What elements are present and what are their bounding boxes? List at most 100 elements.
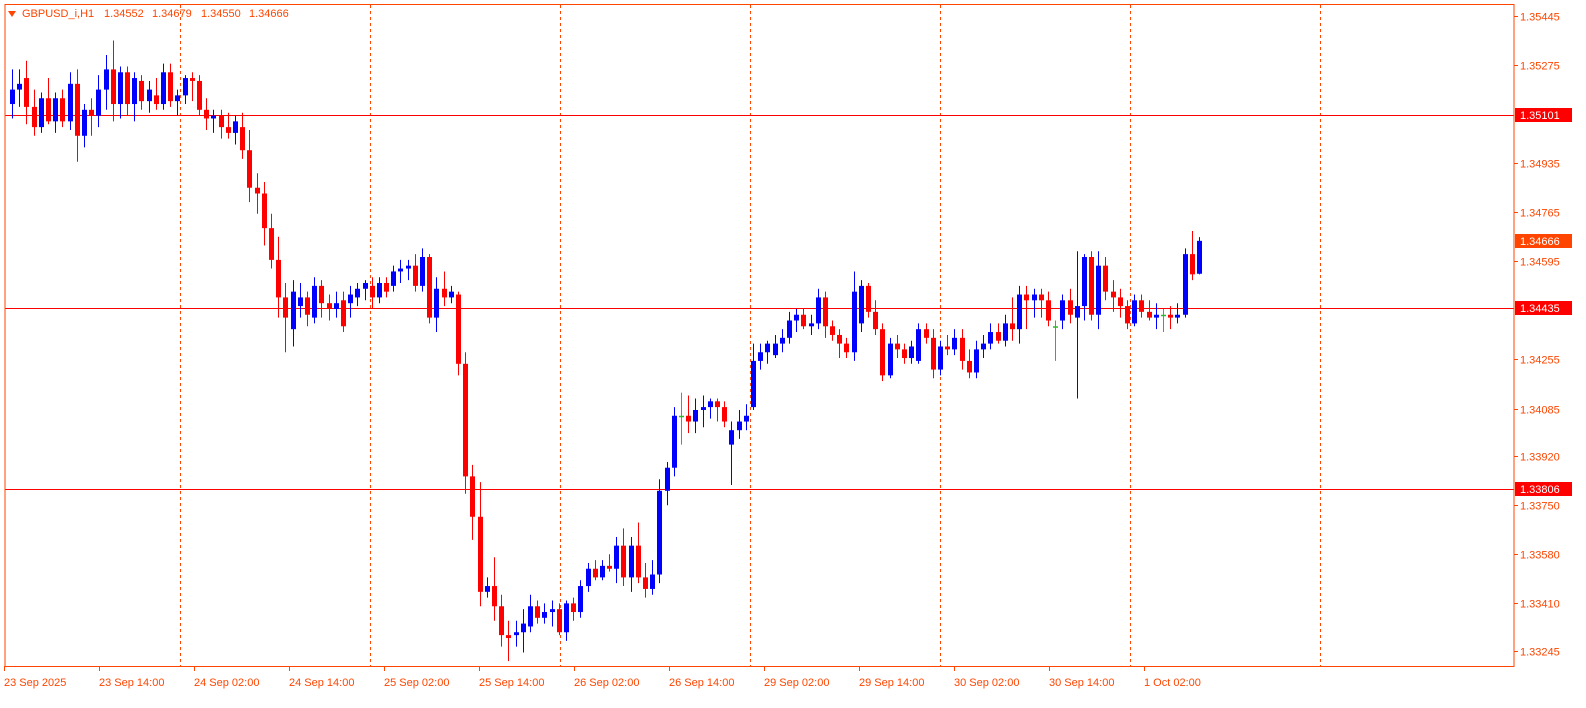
candle-body — [542, 612, 547, 618]
candle-body — [571, 603, 576, 613]
candle — [823, 291, 828, 338]
candle-body — [1053, 326, 1058, 328]
candle — [183, 75, 188, 105]
candle — [427, 254, 432, 324]
candle — [398, 259, 403, 283]
candle-body — [82, 109, 87, 136]
candle-body — [686, 415, 691, 422]
candle-body — [247, 150, 252, 188]
candle-body — [765, 343, 770, 353]
candle-body — [377, 282, 382, 298]
candle-body — [708, 401, 713, 408]
candle-body — [952, 337, 957, 350]
y-tick-label: 1.34935 — [1520, 159, 1560, 171]
candle-body — [521, 623, 526, 633]
candle-body — [1132, 300, 1137, 324]
candle-body — [801, 314, 806, 327]
candle-body — [104, 69, 109, 90]
candle — [974, 340, 979, 379]
candle — [981, 334, 986, 359]
x-tick-label: 23 Sep 14:00 — [99, 677, 164, 689]
candle — [434, 277, 439, 333]
candle — [1139, 294, 1144, 318]
candle — [32, 89, 37, 136]
candle — [542, 603, 547, 624]
candle — [686, 395, 691, 434]
candle — [614, 536, 619, 584]
candle-body — [737, 421, 742, 431]
candle — [1010, 297, 1015, 341]
x-tick-label: 26 Sep 02:00 — [574, 677, 639, 689]
candle — [298, 282, 303, 318]
candle-body — [226, 127, 231, 133]
candle-body — [60, 98, 65, 122]
candle-body — [68, 83, 73, 122]
candle — [442, 271, 447, 307]
candle — [729, 421, 734, 486]
candle — [952, 329, 957, 356]
candle-body — [355, 288, 360, 298]
candle-body — [636, 545, 641, 578]
candle — [809, 314, 814, 335]
price-labels: 1.35101 1.34435 1.33806 1.34666 — [1515, 108, 1572, 496]
candle-body — [514, 632, 519, 636]
candle — [449, 285, 454, 304]
candle — [514, 620, 519, 647]
candle — [571, 597, 576, 621]
candle-body — [348, 294, 353, 304]
candle — [1075, 251, 1080, 399]
candle-body — [564, 603, 569, 633]
candle — [1132, 294, 1137, 327]
candle — [593, 560, 598, 581]
y-tick-label: 1.34765 — [1520, 208, 1560, 220]
candle-body — [506, 635, 511, 639]
candle — [715, 398, 720, 422]
candle — [1103, 257, 1108, 301]
candle — [68, 72, 73, 131]
candle — [125, 66, 130, 116]
candle-body — [283, 297, 288, 318]
candle-body — [722, 407, 727, 422]
candle-body — [413, 265, 418, 286]
candle — [1147, 300, 1152, 321]
candle — [485, 577, 490, 598]
candle — [219, 109, 224, 139]
x-tick-label: 24 Sep 02:00 — [194, 677, 259, 689]
candle-body — [1154, 314, 1159, 318]
candle — [413, 254, 418, 292]
level-price-label-bg — [1515, 482, 1572, 496]
candle-body — [1197, 240, 1202, 274]
candle — [1125, 300, 1130, 330]
candle — [657, 479, 662, 584]
candle-body — [147, 89, 152, 102]
candle — [528, 594, 533, 633]
candle — [996, 323, 1001, 344]
candle-body — [219, 115, 224, 128]
candle — [866, 282, 871, 318]
time-axis: 23 Sep 2025 23 Sep 14:00 24 Sep 02:00 24 Se… — [4, 666, 1201, 689]
candle-body — [787, 320, 792, 338]
candle — [787, 311, 792, 344]
symbol-label: GBPUSD_i,H1 — [22, 8, 94, 20]
level-price-label: 1.33806 — [1515, 482, 1572, 496]
candle-body — [291, 291, 296, 330]
candle — [665, 461, 670, 506]
candle-body — [111, 69, 116, 105]
candle-body — [470, 476, 475, 517]
collapse-triangle-icon[interactable] — [8, 11, 16, 17]
candle-body — [665, 467, 670, 491]
candle-body — [10, 89, 15, 105]
candle-body — [168, 72, 173, 102]
y-tick-label: 1.33245 — [1520, 647, 1560, 659]
candle-body — [1111, 291, 1116, 298]
candle — [701, 395, 706, 428]
candle — [363, 280, 368, 301]
candle-body — [909, 346, 914, 359]
candle-body — [794, 314, 799, 321]
candle-body — [262, 193, 267, 229]
candle — [672, 407, 677, 477]
x-tick-label: 29 Sep 14:00 — [859, 677, 924, 689]
candle-body — [1075, 306, 1080, 318]
